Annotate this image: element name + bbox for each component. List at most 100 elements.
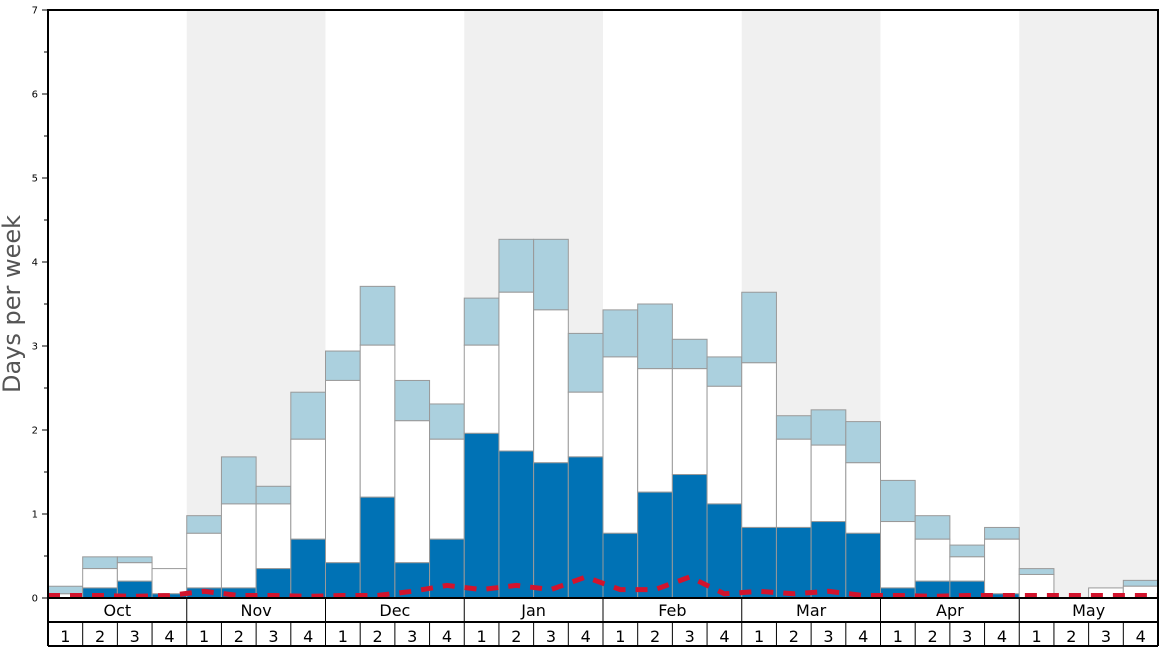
week-label: 3 — [823, 627, 833, 646]
bar-white-4 — [151, 568, 188, 595]
bar-light-28 — [984, 526, 1020, 540]
bar-dark-13 — [463, 432, 500, 599]
bar-dark-24 — [845, 532, 881, 599]
bar-light-11 — [394, 379, 431, 422]
y-tick-label: 3 — [32, 342, 38, 353]
bar-white-6 — [220, 503, 257, 589]
bar-white-20 — [706, 385, 743, 505]
bar-dark-10 — [359, 496, 396, 599]
bar-dark-21 — [741, 526, 777, 599]
bar-light-14 — [498, 238, 535, 293]
bar-light-13 — [463, 297, 500, 346]
week-label: 2 — [650, 627, 660, 646]
bar-dark-16 — [567, 456, 604, 599]
bar-white-7 — [255, 503, 292, 570]
bar-white-28 — [984, 538, 1020, 595]
month-label-feb: Feb — [658, 601, 686, 620]
week-label: 3 — [962, 627, 972, 646]
bar-light-5 — [186, 515, 222, 534]
week-label: 2 — [789, 627, 799, 646]
bar-light-22 — [775, 415, 812, 440]
week-label: 3 — [130, 627, 140, 646]
bar-light-19 — [671, 338, 708, 370]
bar-light-6 — [220, 456, 257, 505]
y-axis: 0 1 2 3 4 5 6 7 — [32, 6, 48, 605]
bar-light-17 — [602, 309, 639, 358]
week-label: 1 — [60, 627, 70, 646]
bar-white-10 — [359, 344, 396, 498]
bar-dark-8 — [290, 538, 326, 599]
month-label-apr: Apr — [936, 601, 964, 620]
bar-dark-12 — [429, 538, 465, 599]
week-label: 1 — [754, 627, 764, 646]
y-tick-label: 0 — [32, 594, 38, 605]
bar-white-13 — [463, 344, 500, 434]
week-label: 3 — [546, 627, 556, 646]
week-label: 2 — [1066, 627, 1076, 646]
bars — [47, 238, 1159, 599]
y-tick-label: 6 — [32, 90, 38, 101]
bar-white-21 — [741, 362, 777, 528]
bar-light-25 — [880, 479, 916, 523]
month-label-may: May — [1072, 601, 1105, 620]
bar-dark-23 — [810, 521, 847, 599]
week-label: 1 — [1032, 627, 1042, 646]
week-label: 3 — [1101, 627, 1111, 646]
week-label: 2 — [511, 627, 521, 646]
week-label: 4 — [719, 627, 729, 646]
bar-light-21 — [741, 291, 777, 364]
bar-dark-19 — [671, 474, 708, 599]
bar-light-12 — [429, 403, 465, 440]
bar-white-9 — [325, 379, 361, 564]
bar-white-22 — [775, 438, 812, 528]
week-label: 1 — [477, 627, 487, 646]
week-label: 3 — [268, 627, 278, 646]
bar-white-19 — [671, 368, 708, 476]
bar-light-9 — [325, 350, 361, 381]
bar-light-16 — [567, 332, 604, 393]
week-label: 4 — [164, 627, 174, 646]
y-tick-label: 5 — [32, 174, 38, 185]
month-label-dec: Dec — [379, 601, 410, 620]
y-tick-label: 2 — [32, 426, 38, 437]
week-label: 1 — [615, 627, 625, 646]
month-label-oct: Oct — [104, 601, 132, 620]
bar-white-17 — [602, 356, 639, 534]
bar-white-3 — [116, 562, 153, 582]
bar-light-15 — [533, 238, 569, 311]
bar-light-20 — [706, 356, 743, 387]
bar-white-11 — [394, 420, 431, 564]
week-label: 4 — [442, 627, 452, 646]
week-label: 2 — [234, 627, 244, 646]
bar-white-25 — [880, 521, 916, 589]
y-tick-label: 4 — [32, 258, 38, 269]
month-label-mar: Mar — [796, 601, 827, 620]
y-tick-label: 1 — [32, 510, 38, 521]
bar-white-23 — [810, 444, 847, 523]
bar-white-15 — [533, 309, 569, 464]
week-label: 3 — [685, 627, 695, 646]
bar-light-24 — [845, 421, 881, 464]
bar-light-2 — [82, 556, 118, 570]
bar-white-27 — [949, 556, 986, 582]
trend-line-layer — [48, 574, 1158, 599]
bar-white-2 — [82, 568, 118, 589]
bar-white-18 — [637, 368, 673, 493]
bar-white-8 — [290, 438, 326, 540]
bar-dark-15 — [533, 462, 569, 599]
week-label: 4 — [997, 627, 1007, 646]
week-label: 1 — [893, 627, 903, 646]
month-band-may — [1019, 10, 1158, 598]
trend-line — [48, 574, 1158, 599]
week-label: 4 — [858, 627, 868, 646]
bar-light-3 — [116, 556, 153, 564]
week-label: 1 — [199, 627, 209, 646]
bar-light-1 — [47, 585, 84, 595]
bar-dark-9 — [325, 562, 361, 599]
bar-white-5 — [186, 532, 222, 589]
bar-light-8 — [290, 391, 326, 440]
week-label: 2 — [95, 627, 105, 646]
bar-light-23 — [810, 409, 847, 446]
month-label-nov: Nov — [241, 601, 272, 620]
